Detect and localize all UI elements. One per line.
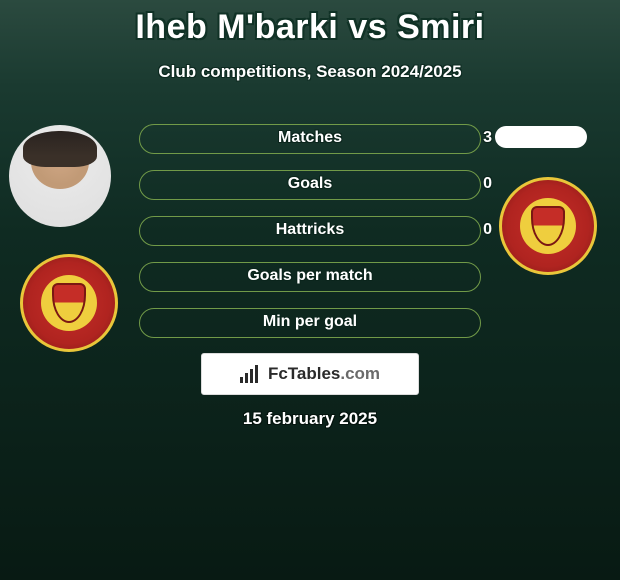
brand-box: FcTables.com [201,353,419,395]
club-badge-inner [520,198,576,254]
player-avatar-left [9,125,111,227]
stat-row: Min per goal [139,308,481,338]
stat-row: Matches3 [139,124,481,154]
stat-value-right: 0 [483,175,492,193]
brand-domain: .com [340,364,380,383]
stat-value-right: 3 [483,129,492,147]
club-badge-left [20,254,118,352]
infographic-root: Iheb M'barki vs Smiri Club competitions,… [0,0,620,580]
club-badge-right [499,177,597,275]
club-badge-shield-icon [531,206,565,246]
page-subtitle: Club competitions, Season 2024/2025 [0,62,620,82]
stat-row: Hattricks0 [139,216,481,246]
brand-text: FcTables.com [268,364,380,384]
stat-label: Min per goal [140,313,480,331]
club-badge-inner [41,275,97,331]
date-text: 15 february 2025 [0,409,620,429]
stat-row: Goals0 [139,170,481,200]
club-badge-ring [20,254,118,352]
bar-chart-icon [240,365,262,383]
brand-name: FcTables [268,364,340,383]
stat-label: Hattricks [140,221,480,239]
stat-row: Goals per match [139,262,481,292]
club-badge-shield-icon [52,283,86,323]
stat-label: Goals [140,175,480,193]
player-avatar-right [495,126,587,148]
page-title: Iheb M'barki vs Smiri [0,8,620,47]
stat-value-right: 0 [483,221,492,239]
club-badge-ring [499,177,597,275]
stat-label: Goals per match [140,267,480,285]
stat-label: Matches [140,129,480,147]
